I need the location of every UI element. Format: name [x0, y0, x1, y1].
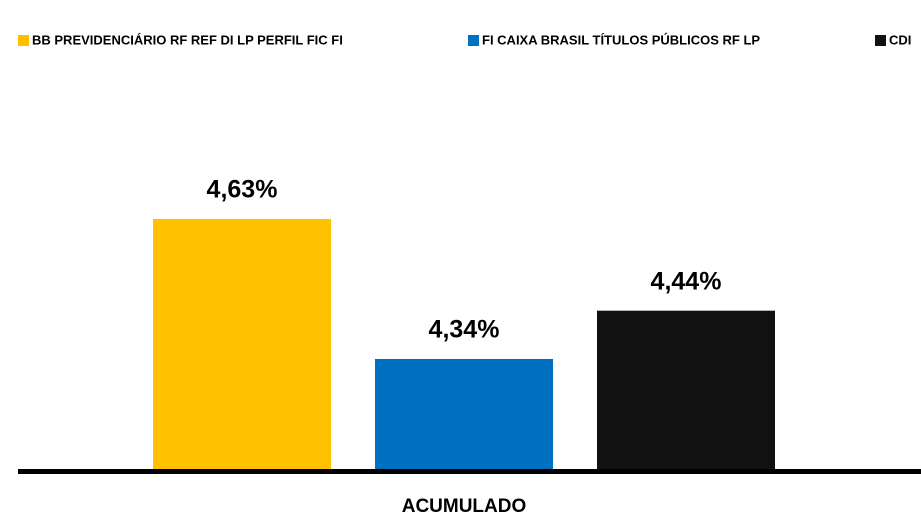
bar	[153, 218, 331, 470]
legend-swatch	[18, 35, 29, 46]
x-tick-label: ACUMULADO	[402, 496, 527, 516]
legend-label: BB PREVIDENCIÁRIO RF REF DI LP PERFIL FI…	[32, 32, 343, 47]
value-label: 4,63%	[207, 176, 278, 204]
value-label: 4,34%	[429, 316, 500, 344]
value-label: 4,44%	[651, 267, 722, 295]
bar	[375, 358, 553, 470]
legend-label: FI CAIXA BRASIL TÍTULOS PÚBLICOS RF LP	[482, 32, 760, 47]
bar	[597, 310, 775, 470]
legend-swatch	[468, 35, 479, 46]
legend-swatch	[875, 35, 886, 46]
legend-label: CDI	[889, 32, 911, 47]
